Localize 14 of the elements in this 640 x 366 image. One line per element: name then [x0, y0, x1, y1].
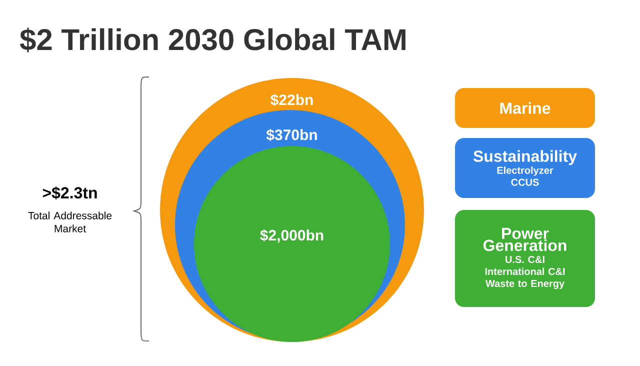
category-label: Power Generation	[483, 228, 566, 252]
category-label: Sustainability	[473, 150, 577, 166]
text: Electrolyzer	[497, 166, 554, 176]
text: U.S. C&I	[506, 256, 544, 264]
text: International C&I	[485, 268, 565, 276]
data-label: $370bn	[266, 128, 317, 142]
data-label: $2,000bn	[260, 229, 324, 243]
category-label: Marine	[500, 102, 550, 114]
text: Waste to Energy	[485, 280, 564, 290]
text: $2 Trillion 2030 Global TAM	[20, 28, 406, 52]
text: >$2.3tn	[42, 186, 97, 200]
data-label: $22bn	[270, 94, 313, 106]
text: CCUS	[511, 178, 539, 186]
text: Total Addressable Market	[28, 212, 112, 232]
